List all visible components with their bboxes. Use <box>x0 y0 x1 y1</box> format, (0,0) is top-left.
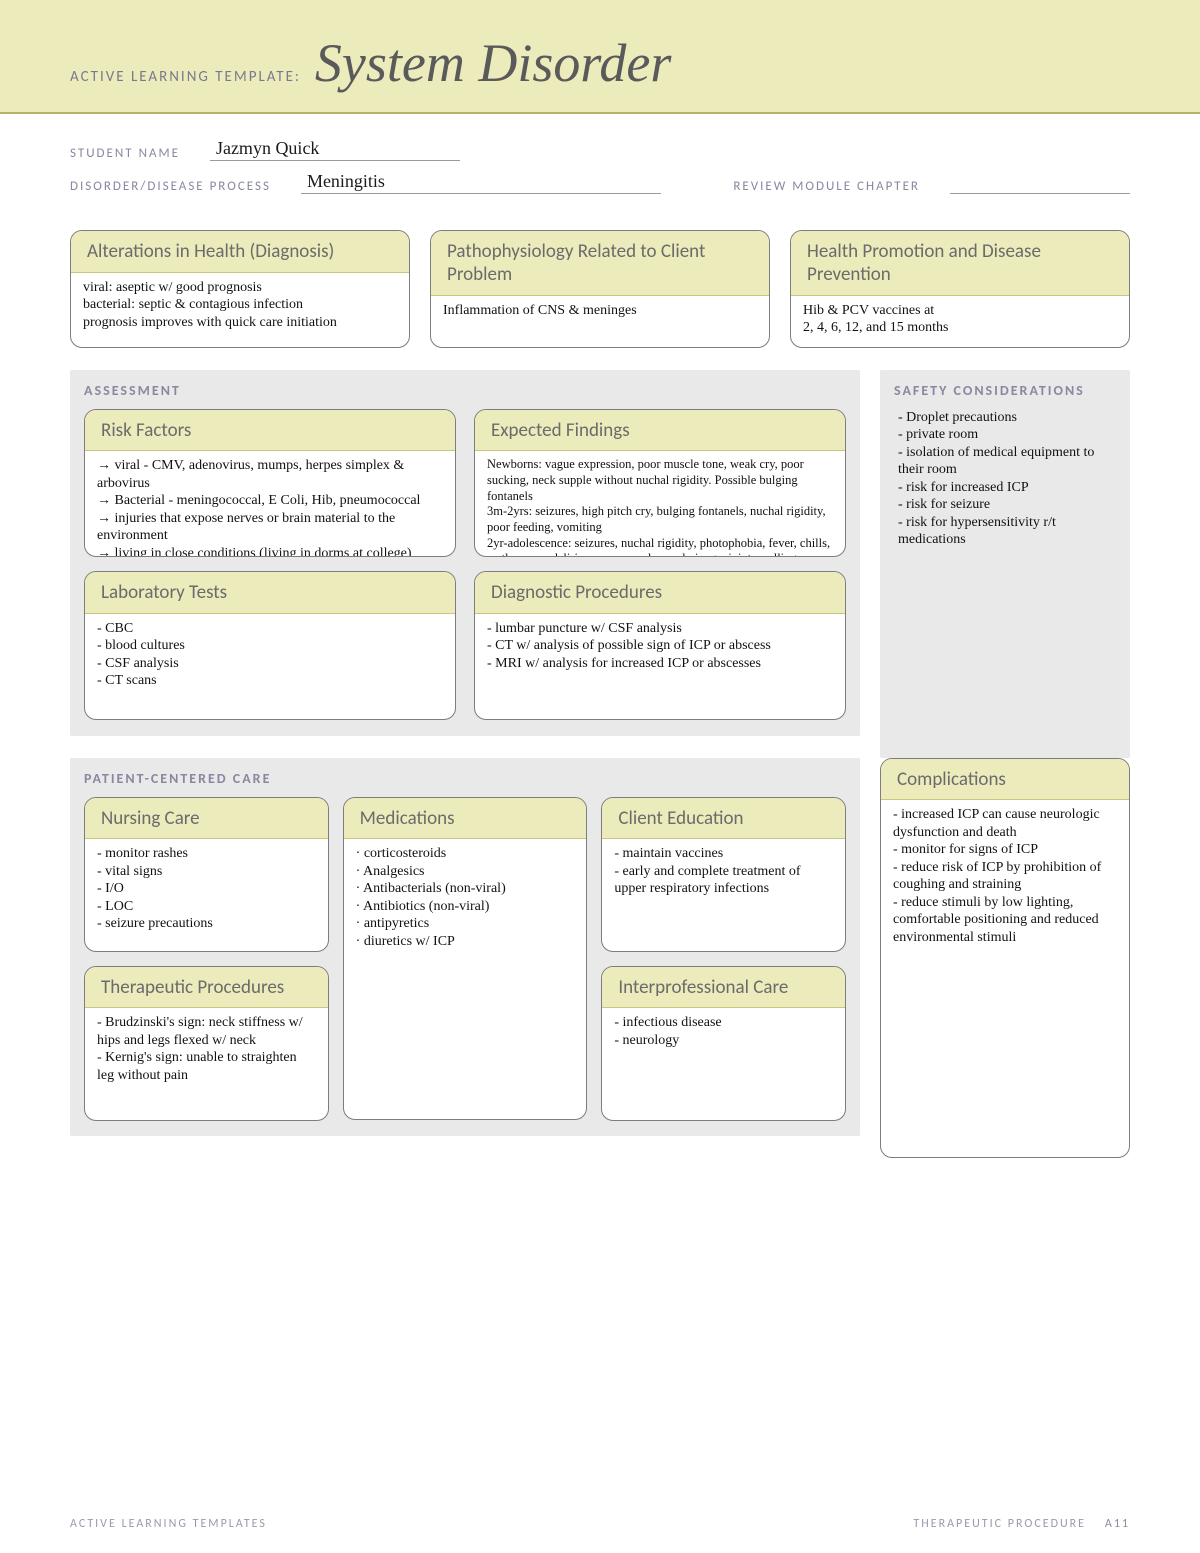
meds-card: Medications · corticosteroids · Analgesi… <box>343 797 588 1121</box>
nursing-card: Nursing Care - monitor rashes - vital si… <box>84 797 329 952</box>
client-ed-title: Client Education <box>602 798 845 840</box>
review-label: REVIEW MODULE CHAPTER <box>733 179 920 194</box>
banner: ACTIVE LEARNING TEMPLATE: System Disorde… <box>0 0 1200 114</box>
health-promo-body: Hib & PCV vaccines at 2, 4, 6, 12, and 1… <box>791 296 1129 347</box>
pcc-title: PATIENT-CENTERED CARE <box>84 770 846 787</box>
expected-title: Expected Findings <box>475 410 845 452</box>
therapeutic-title: Therapeutic Procedures <box>85 967 328 1009</box>
health-promo-card: Health Promotion and Disease Prevention … <box>790 230 1130 348</box>
therapeutic-body: - Brudzinski's sign: neck stiffness w/ h… <box>85 1008 328 1094</box>
pcc-complications-row: PATIENT-CENTERED CARE Nursing Care - mon… <box>70 758 1130 1159</box>
assessment-safety-row: ASSESSMENT Risk Factors → viral - CMV, a… <box>70 370 1130 758</box>
pcc-section: PATIENT-CENTERED CARE Nursing Care - mon… <box>70 758 860 1137</box>
risk-card: Risk Factors → viral - CMV, adenovirus, … <box>84 409 456 558</box>
meds-body: · corticosteroids · Analgesics · Antibac… <box>344 839 587 1119</box>
header-fields: STUDENT NAME Jazmyn Quick DISORDER/DISEA… <box>0 114 1200 214</box>
complications-card: Complications - increased ICP can cause … <box>880 758 1130 1159</box>
nursing-title: Nursing Care <box>85 798 328 840</box>
content: Alterations in Health (Diagnosis) viral:… <box>0 214 1200 1158</box>
interprofessional-card: Interprofessional Care - infectious dise… <box>601 966 846 1121</box>
patho-body: Inflammation of CNS & meninges <box>431 296 769 330</box>
patho-card: Pathophysiology Related to Client Proble… <box>430 230 770 348</box>
interprofessional-title: Interprofessional Care <box>602 967 845 1009</box>
interprofessional-body: - infectious disease - neurology <box>602 1008 845 1059</box>
footer-page: A11 <box>1105 1517 1130 1531</box>
disorder-label: DISORDER/DISEASE PROCESS <box>70 179 271 194</box>
health-promo-title: Health Promotion and Disease Prevention <box>791 231 1129 296</box>
patho-title: Pathophysiology Related to Client Proble… <box>431 231 769 296</box>
footer-left: ACTIVE LEARNING TEMPLATES <box>70 1517 267 1531</box>
risk-body: → viral - CMV, adenovirus, mumps, herpes… <box>85 451 455 557</box>
student-name-label: STUDENT NAME <box>70 146 180 161</box>
student-name-value: Jazmyn Quick <box>210 138 460 161</box>
meds-title: Medications <box>344 798 587 840</box>
nursing-body: - monitor rashes - vital signs - I/O - L… <box>85 839 328 943</box>
diag-body: - lumbar puncture w/ CSF analysis - CT w… <box>475 614 845 683</box>
client-ed-card: Client Education - maintain vaccines - e… <box>601 797 846 952</box>
top-row: Alterations in Health (Diagnosis) viral:… <box>70 230 1130 348</box>
labs-body: - CBC - blood cultures - CSF analysis - … <box>85 614 455 700</box>
risk-title: Risk Factors <box>85 410 455 452</box>
page: ACTIVE LEARNING TEMPLATE: System Disorde… <box>0 0 1200 1553</box>
safety-section: SAFETY CONSIDERATIONS - Droplet precauti… <box>880 370 1130 758</box>
safety-title: SAFETY CONSIDERATIONS <box>894 382 1116 399</box>
labs-title: Laboratory Tests <box>85 572 455 614</box>
diag-title: Diagnostic Procedures <box>475 572 845 614</box>
banner-title: System Disorder <box>315 32 671 94</box>
banner-label: ACTIVE LEARNING TEMPLATE: <box>70 68 301 86</box>
labs-card: Laboratory Tests - CBC - blood cultures … <box>84 571 456 720</box>
diag-card: Diagnostic Procedures - lumbar puncture … <box>474 571 846 720</box>
alterations-body: viral: aseptic w/ good prognosis bacteri… <box>71 273 409 342</box>
client-ed-body: - maintain vaccines - early and complete… <box>602 839 845 908</box>
alterations-card: Alterations in Health (Diagnosis) viral:… <box>70 230 410 348</box>
alterations-title: Alterations in Health (Diagnosis) <box>71 231 409 273</box>
expected-body: Newborns: vague expression, poor muscle … <box>475 451 845 557</box>
safety-body: - Droplet precautions - private room - i… <box>894 409 1116 549</box>
expected-card: Expected Findings Newborns: vague expres… <box>474 409 846 558</box>
review-value <box>950 192 1130 194</box>
complications-body: - increased ICP can cause neurologic dys… <box>881 800 1129 1080</box>
footer: ACTIVE LEARNING TEMPLATES THERAPEUTIC PR… <box>70 1517 1130 1531</box>
assessment-section: ASSESSMENT Risk Factors → viral - CMV, a… <box>70 370 860 736</box>
disorder-value: Meningitis <box>301 171 661 194</box>
complications-title: Complications <box>881 759 1129 801</box>
therapeutic-card: Therapeutic Procedures - Brudzinski's si… <box>84 966 329 1121</box>
assessment-title: ASSESSMENT <box>84 382 846 399</box>
footer-right-label: THERAPEUTIC PROCEDURE <box>913 1517 1086 1531</box>
